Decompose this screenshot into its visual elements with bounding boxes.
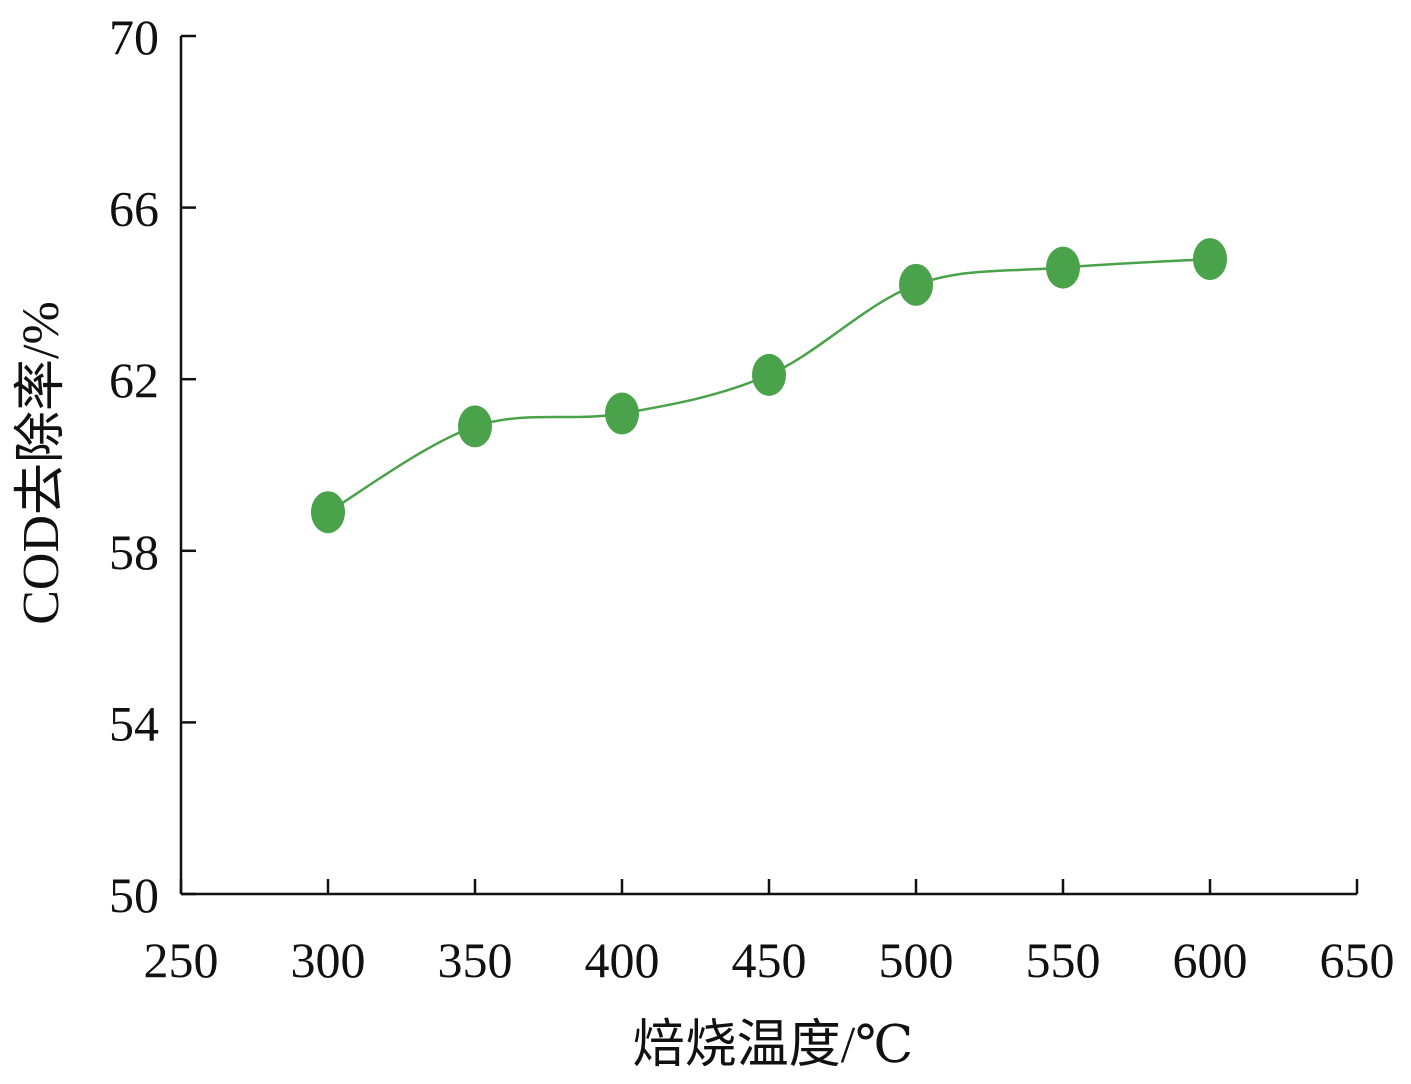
- x-axis-ticks: 250 300 350 400 450 500 550 600 650: [144, 879, 1395, 988]
- data-point: [605, 392, 639, 435]
- x-tick-label: 250: [144, 932, 219, 988]
- x-tick-label: 350: [438, 932, 513, 988]
- axes: [179, 36, 1357, 896]
- y-tick-label: 62: [109, 352, 159, 408]
- y-axis-ticks: 50 54 58 62 66 70: [109, 9, 196, 923]
- x-axis-title: 焙烧温度/℃: [633, 1017, 914, 1074]
- y-axis-title: COD去除率/%: [13, 301, 70, 625]
- data-point: [458, 405, 492, 448]
- y-tick-label: 58: [109, 524, 159, 580]
- y-tick-label: 50: [109, 867, 159, 923]
- data-point: [1046, 246, 1080, 289]
- x-tick-label: 650: [1320, 932, 1395, 988]
- data-point: [311, 491, 345, 534]
- x-tick-label: 400: [585, 932, 660, 988]
- y-tick-label: 66: [109, 181, 159, 237]
- x-tick-label: 450: [732, 932, 807, 988]
- data-point: [899, 263, 933, 306]
- data-point: [1193, 238, 1227, 281]
- x-tick-label: 600: [1173, 932, 1248, 988]
- x-tick-label: 300: [291, 932, 366, 988]
- y-tick-label: 70: [109, 9, 159, 65]
- data-points: [311, 238, 1227, 534]
- data-point: [752, 353, 786, 396]
- x-tick-label: 500: [879, 932, 954, 988]
- y-tick-label: 54: [109, 695, 159, 751]
- x-tick-label: 550: [1026, 932, 1101, 988]
